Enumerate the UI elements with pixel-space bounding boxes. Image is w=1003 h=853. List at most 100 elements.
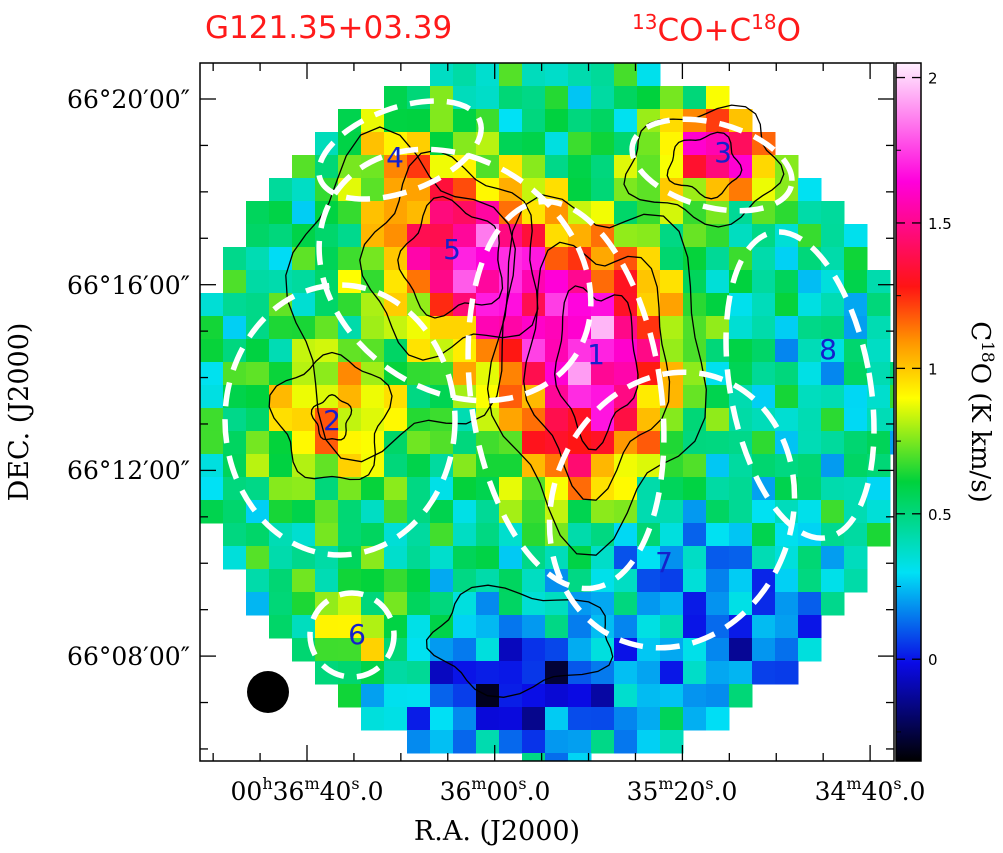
heatmap-pixel xyxy=(269,408,293,432)
heatmap-pixel xyxy=(453,109,477,133)
heatmap-pixel xyxy=(637,569,661,593)
heatmap-pixel xyxy=(246,362,270,386)
heatmap-pixel xyxy=(568,684,592,708)
heatmap-pixel xyxy=(361,684,385,708)
heatmap-pixel xyxy=(361,523,385,547)
plot-frame xyxy=(199,62,895,762)
y-tick-label: 66°12′00″ xyxy=(67,456,190,485)
heatmap-pixel xyxy=(384,385,408,409)
heatmap-pixel xyxy=(614,707,638,731)
heatmap-pixel xyxy=(729,224,753,248)
heatmap-pixel xyxy=(660,155,684,179)
heatmap-pixel xyxy=(568,86,592,110)
heatmap-pixel xyxy=(568,592,592,616)
heatmap-pixel xyxy=(614,477,638,501)
heatmap-pixel xyxy=(591,201,615,225)
clump-ellipses xyxy=(222,98,877,680)
heatmap-pixel xyxy=(269,224,293,248)
heatmap-pixel xyxy=(821,477,845,501)
heatmap-pixel xyxy=(338,270,362,294)
heatmap-pixel xyxy=(522,86,546,110)
heatmap-pixel xyxy=(637,431,661,455)
heatmap-pixel xyxy=(315,615,339,639)
heatmap-pixel xyxy=(821,523,845,547)
heatmap-pixel xyxy=(384,707,408,731)
heatmap-pixel xyxy=(752,293,776,317)
heatmap-pixel xyxy=(775,270,799,294)
y-tick-labels: 66°20′00″ 66°16′00″ 66°12′00″ 66°08′00″ xyxy=(67,85,190,671)
heatmap-pixel xyxy=(338,615,362,639)
heatmap-pixel xyxy=(545,224,569,248)
heatmap-pixel xyxy=(591,155,615,179)
heatmap-pixel xyxy=(338,569,362,593)
heatmap-pixel xyxy=(637,454,661,478)
heatmap-pixel xyxy=(798,546,822,570)
colorbar-label-pre: C xyxy=(965,321,995,341)
heatmap-pixel xyxy=(798,178,822,202)
heatmap-pixel xyxy=(522,293,546,317)
heatmap-pixel xyxy=(315,454,339,478)
heatmap-pixel xyxy=(476,523,500,547)
heatmap-pixel xyxy=(407,730,431,754)
heatmap-pixel xyxy=(867,362,891,386)
heatmap-pixel xyxy=(660,523,684,547)
heatmap-pixel xyxy=(568,224,592,248)
heatmap-pixel xyxy=(223,523,247,547)
heatmap-pixel xyxy=(844,546,868,570)
heatmap-pixel xyxy=(798,224,822,248)
heatmap-pixel xyxy=(522,730,546,754)
heatmap-pixel xyxy=(545,730,569,754)
heatmap-pixel xyxy=(614,500,638,524)
heatmap-pixel xyxy=(545,247,569,271)
heatmap-pixel xyxy=(269,270,293,294)
heatmap-pixel xyxy=(453,270,477,294)
heatmap-pixel xyxy=(614,86,638,110)
clump-label-5: 5 xyxy=(443,233,461,266)
heatmap-pixel xyxy=(821,362,845,386)
heatmap-pixel xyxy=(706,132,730,156)
heatmap-pixel xyxy=(499,63,523,87)
heatmap-pixel xyxy=(522,316,546,340)
heatmap-pixel xyxy=(591,707,615,731)
heatmap-pixel xyxy=(614,63,638,87)
heatmap-pixel xyxy=(683,661,707,685)
heatmap-pixel xyxy=(752,523,776,547)
heatmap-pixel xyxy=(292,339,316,363)
heatmap-pixel xyxy=(361,408,385,432)
heatmap-pixel xyxy=(614,385,638,409)
heatmap-pixel xyxy=(269,362,293,386)
heatmap-pixel xyxy=(821,293,845,317)
heatmap-pixel xyxy=(637,385,661,409)
heatmap-pixel xyxy=(545,638,569,662)
heatmap-pixel xyxy=(338,201,362,225)
heatmap-pixel xyxy=(292,293,316,317)
heatmap-pixel xyxy=(407,477,431,501)
heatmap-pixel xyxy=(430,155,454,179)
heatmap-pixel xyxy=(453,730,477,754)
heatmap-pixel xyxy=(683,431,707,455)
heatmap-pixel xyxy=(591,339,615,363)
heatmap-pixel xyxy=(200,500,224,524)
heatmap-pixel xyxy=(798,270,822,294)
heatmap-pixel xyxy=(522,500,546,524)
heatmap-pixel xyxy=(660,270,684,294)
heatmap-pixel xyxy=(246,454,270,478)
heatmap-pixel xyxy=(315,408,339,432)
colorbar-label: C18O (K km/s) xyxy=(965,321,997,503)
heatmap-pixel xyxy=(752,546,776,570)
heatmap-pixel xyxy=(453,224,477,248)
heatmap-pixel xyxy=(338,500,362,524)
heatmap-pixel xyxy=(568,385,592,409)
clump-label-2: 2 xyxy=(323,404,341,437)
heatmap-pixel xyxy=(522,63,546,87)
x-tick-label: 34m40s.0 xyxy=(815,774,926,806)
heatmap-pixel xyxy=(361,385,385,409)
heatmap-pixel xyxy=(269,615,293,639)
heatmap-pixel xyxy=(246,247,270,271)
heatmap-pixel xyxy=(384,546,408,570)
heatmap-pixel xyxy=(430,270,454,294)
heatmap-pixel xyxy=(660,707,684,731)
clump-labels: 1 2 3 4 5 6 7 8 xyxy=(323,136,837,651)
heatmap-pixel xyxy=(683,132,707,156)
